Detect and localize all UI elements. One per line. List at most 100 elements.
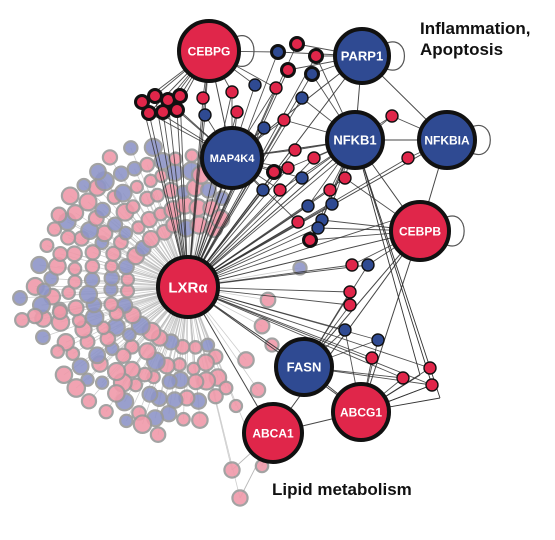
parp1-node	[333, 27, 391, 85]
lxra-label: LXRα	[168, 279, 208, 296]
edge	[354, 139, 433, 386]
hub-edge	[187, 50, 210, 288]
fasn-label: FASN	[287, 360, 322, 375]
small-node	[325, 197, 339, 211]
small-node	[295, 171, 309, 185]
faded-node	[223, 461, 241, 479]
faded-node	[115, 347, 132, 364]
hub-edge	[187, 286, 362, 413]
edge	[354, 139, 441, 399]
faded-node	[122, 327, 137, 343]
small-node	[343, 285, 357, 299]
faded-node	[60, 229, 77, 246]
faded-node	[14, 312, 30, 328]
faded-node	[84, 244, 102, 261]
edge	[187, 119, 285, 288]
faded-node	[249, 381, 267, 399]
small-node	[169, 102, 185, 118]
small-node	[307, 151, 321, 165]
self-loop	[234, 35, 255, 67]
nfkb1-node	[325, 110, 385, 170]
small-node	[343, 298, 357, 312]
edge	[154, 95, 189, 288]
faded-node	[39, 238, 55, 254]
cebpb-label: CEBPB	[399, 224, 441, 238]
map4k4-node	[200, 126, 264, 190]
small-node	[257, 121, 271, 135]
small-node	[425, 378, 439, 392]
hub-edge	[360, 230, 421, 413]
faded-node	[80, 393, 98, 410]
small-node	[134, 94, 150, 110]
faded-node	[67, 261, 83, 277]
small-node	[248, 78, 262, 92]
small-node	[256, 183, 270, 197]
faded-node	[67, 274, 83, 290]
faded-node	[138, 342, 157, 361]
hub-abca1: ABCA1	[242, 402, 304, 464]
faded-node	[67, 299, 85, 317]
small-node	[304, 66, 320, 82]
faded-node	[36, 282, 52, 298]
faded-node	[113, 183, 133, 203]
faded-node	[66, 204, 85, 222]
faded-node	[89, 162, 107, 181]
small-node	[230, 105, 244, 119]
small-node	[273, 183, 287, 197]
cebpg-node	[177, 19, 241, 83]
faded-node	[12, 290, 28, 306]
faded-node	[107, 216, 124, 233]
small-node	[396, 371, 410, 385]
small-node	[338, 323, 352, 337]
faded-node	[129, 179, 144, 194]
faded-node	[141, 385, 159, 403]
small-node	[270, 44, 286, 60]
faded-node	[119, 413, 134, 429]
faded-node	[184, 148, 200, 163]
faded-node	[141, 229, 161, 249]
small-node	[423, 361, 437, 375]
hub-nfkb1: NFKB1	[325, 110, 385, 170]
small-node	[269, 81, 283, 95]
small-node	[172, 88, 188, 104]
faded-node	[71, 357, 90, 376]
faded-node	[78, 284, 99, 305]
small-node	[289, 36, 305, 52]
faded-node	[149, 426, 167, 443]
cebpg-label: CEBPG	[188, 44, 231, 58]
faded-node	[101, 149, 119, 166]
small-node	[385, 109, 399, 123]
faded-node	[54, 365, 74, 385]
faded-nodes	[12, 137, 308, 507]
faded-node	[76, 177, 92, 193]
faded-node	[123, 140, 139, 156]
faded-node	[112, 165, 130, 182]
faded-node	[187, 373, 205, 391]
small-node	[155, 104, 171, 120]
self-loop	[384, 41, 405, 71]
small-node	[361, 258, 375, 272]
faded-node	[191, 411, 209, 429]
faded-node	[161, 373, 178, 390]
small-node	[141, 105, 157, 121]
small-node	[288, 143, 302, 157]
faded-node	[104, 259, 119, 274]
faded-node	[105, 245, 122, 262]
faded-node	[131, 220, 146, 235]
inflammation-apoptosis-label: Inflammation, Apoptosis	[420, 18, 531, 60]
faded-node	[26, 307, 44, 325]
faded-node	[207, 388, 224, 405]
small-node	[338, 171, 352, 185]
faded-node	[50, 206, 68, 224]
hub-edge	[187, 139, 356, 288]
faded-node	[118, 225, 134, 241]
abcg1-label: ABCG1	[340, 405, 382, 419]
faded-node	[188, 340, 203, 355]
faded-node	[35, 329, 51, 346]
small-node	[147, 88, 163, 104]
small-node	[277, 113, 291, 127]
hub-nodes: LXRα CEBPG PARP1 NFKB1 NFKBIA MAP4K4 CEBPB FASN…	[156, 19, 477, 464]
faded-node	[83, 271, 101, 288]
hub-lxra: LXRα	[156, 255, 220, 319]
small-nodes	[134, 36, 439, 392]
